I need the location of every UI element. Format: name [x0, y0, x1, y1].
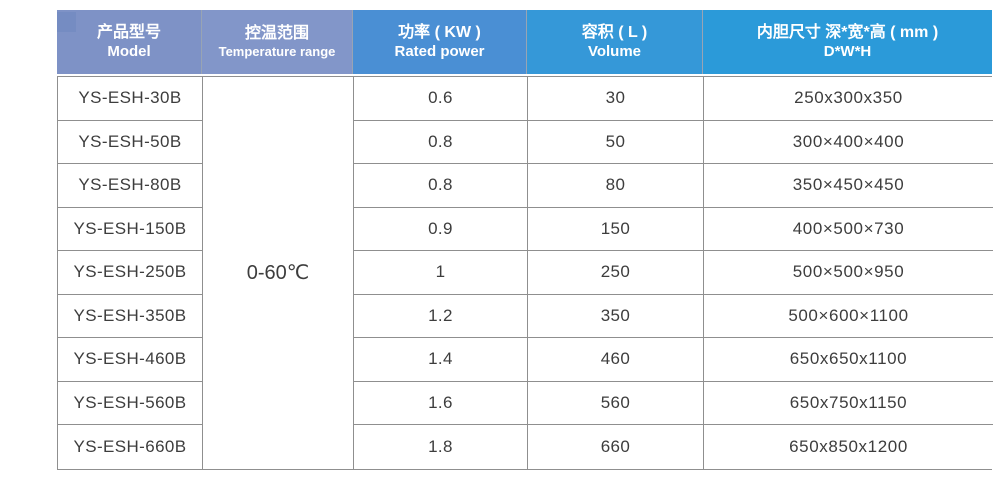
header-rated-power: 功率 ( KW ) Rated power — [353, 10, 527, 74]
dimensions-cell: 650x750x1150 — [704, 381, 993, 425]
power-cell: 0.8 — [354, 120, 528, 164]
power-cell: 0.6 — [354, 77, 528, 121]
model-cell: YS-ESH-50B — [58, 120, 203, 164]
volume-cell: 250 — [528, 251, 704, 295]
dimensions-cell: 650x650x1100 — [704, 338, 993, 382]
dimensions-cell: 500×600×1100 — [704, 294, 993, 338]
volume-cell: 660 — [528, 425, 704, 469]
power-cell: 1.8 — [354, 425, 528, 469]
header-temperature-range-en: Temperature range — [218, 43, 336, 59]
power-cell: 0.8 — [354, 164, 528, 208]
power-cell: 1.2 — [354, 294, 528, 338]
model-cell: YS-ESH-660B — [58, 425, 203, 469]
model-cell: YS-ESH-30B — [58, 77, 203, 121]
table-header-row: 产品型号 Model 控温范围 Temperature range 功率 ( K… — [57, 10, 992, 74]
header-model-en: Model — [107, 42, 151, 60]
power-cell: 0.9 — [354, 207, 528, 251]
header-model-zh: 产品型号 — [96, 23, 161, 41]
volume-cell: 350 — [528, 294, 704, 338]
header-volume: 容积 ( L ) Volume — [527, 10, 703, 74]
header-inner-dimensions: 内胆尺寸 深*宽*高 ( mm ) D*W*H — [703, 10, 992, 74]
volume-cell: 150 — [528, 207, 704, 251]
dimensions-cell: 400×500×730 — [704, 207, 993, 251]
volume-cell: 460 — [528, 338, 704, 382]
power-cell: 1.6 — [354, 381, 528, 425]
volume-cell: 560 — [528, 381, 704, 425]
dimensions-cell: 350×450×450 — [704, 164, 993, 208]
header-temperature-range: 控温范围 Temperature range — [202, 10, 353, 74]
volume-cell: 80 — [528, 164, 704, 208]
header-inner-dimensions-zh: 内胆尺寸 深*宽*高 ( mm ) — [756, 23, 939, 41]
scan-artifact — [57, 12, 76, 32]
header-inner-dimensions-en: D*W*H — [823, 42, 872, 60]
product-spec-table: 产品型号 Model 控温范围 Temperature range 功率 ( K… — [57, 10, 993, 470]
model-cell: YS-ESH-350B — [58, 294, 203, 338]
table-body: 0-60℃ YS-ESH-30B 0.6 30 250x300x350 YS-E… — [57, 76, 993, 470]
model-cell: YS-ESH-150B — [58, 207, 203, 251]
power-cell: 1 — [354, 251, 528, 295]
dimensions-cell: 300×400×400 — [704, 120, 993, 164]
header-temperature-range-zh: 控温范围 — [244, 24, 309, 42]
header-model: 产品型号 Model — [57, 10, 202, 74]
model-cell: YS-ESH-250B — [58, 251, 203, 295]
model-cell: YS-ESH-80B — [58, 164, 203, 208]
temperature-range-cell: 0-60℃ — [203, 77, 354, 469]
volume-cell: 30 — [528, 77, 704, 121]
dimensions-cell: 650x850x1200 — [704, 425, 993, 469]
header-rated-power-zh: 功率 ( KW ) — [398, 23, 481, 41]
power-cell: 1.4 — [354, 338, 528, 382]
model-cell: YS-ESH-460B — [58, 338, 203, 382]
dimensions-cell: 500×500×950 — [704, 251, 993, 295]
model-cell: YS-ESH-560B — [58, 381, 203, 425]
header-rated-power-en: Rated power — [394, 42, 485, 60]
header-volume-en: Volume — [587, 42, 642, 60]
header-volume-zh: 容积 ( L ) — [581, 23, 648, 41]
dimensions-cell: 250x300x350 — [704, 77, 993, 121]
volume-cell: 50 — [528, 120, 704, 164]
